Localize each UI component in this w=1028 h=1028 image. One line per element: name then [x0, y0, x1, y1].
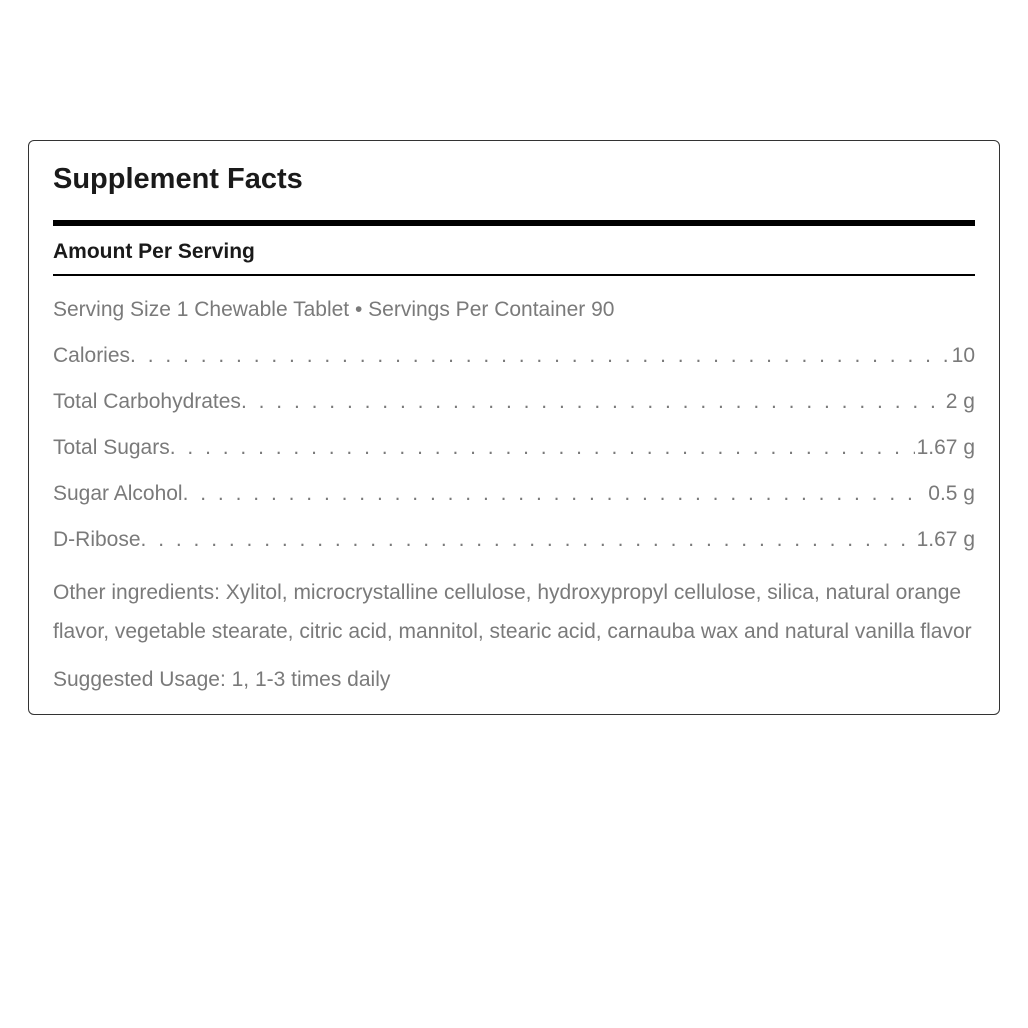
nutrient-value: 10	[952, 344, 975, 368]
nutrient-row: Total Carbohydrates. . . . . . . . . . .…	[53, 390, 975, 414]
nutrient-label: Total Carbohydrates	[53, 390, 241, 414]
nutrient-rows: Calories. . . . . . . . . . . . . . . . …	[53, 344, 975, 552]
nutrient-row: Calories. . . . . . . . . . . . . . . . …	[53, 344, 975, 368]
supplement-facts-panel: Supplement Facts Amount Per Serving Serv…	[28, 140, 1000, 715]
dot-leader: . . . . . . . . . . . . . . . . . . . . …	[130, 344, 950, 368]
thick-divider	[53, 220, 975, 226]
panel-title: Supplement Facts	[53, 163, 975, 196]
nutrient-row: D-Ribose. . . . . . . . . . . . . . . . …	[53, 528, 975, 552]
nutrient-row: Sugar Alcohol. . . . . . . . . . . . . .…	[53, 482, 975, 506]
dot-leader: . . . . . . . . . . . . . . . . . . . . …	[241, 390, 944, 414]
nutrient-value: 0.5 g	[928, 482, 975, 506]
nutrient-label: Sugar Alcohol	[53, 482, 183, 506]
nutrient-row: Total Sugars. . . . . . . . . . . . . . …	[53, 436, 975, 460]
nutrient-value: 2 g	[946, 390, 975, 414]
nutrient-label: D-Ribose	[53, 528, 141, 552]
dot-leader: . . . . . . . . . . . . . . . . . . . . …	[170, 436, 915, 460]
dot-leader: . . . . . . . . . . . . . . . . . . . . …	[141, 528, 915, 552]
serving-info: Serving Size 1 Chewable Tablet • Serving…	[53, 298, 975, 322]
suggested-usage: Suggested Usage: 1, 1-3 times daily	[53, 668, 975, 692]
other-ingredients: Other ingredients: Xylitol, microcrystal…	[53, 574, 975, 652]
nutrient-label: Total Sugars	[53, 436, 170, 460]
amount-per-serving-heading: Amount Per Serving	[53, 240, 975, 264]
dot-leader: . . . . . . . . . . . . . . . . . . . . …	[183, 482, 927, 506]
thin-divider	[53, 274, 975, 276]
nutrient-label: Calories	[53, 344, 130, 368]
nutrient-value: 1.67 g	[917, 436, 975, 460]
nutrient-value: 1.67 g	[917, 528, 975, 552]
